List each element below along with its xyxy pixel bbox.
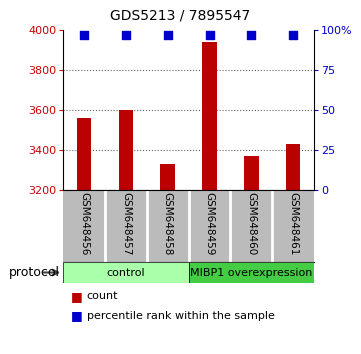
- Text: GSM648457: GSM648457: [121, 192, 131, 256]
- Point: [81, 32, 87, 38]
- Bar: [63, 262, 188, 283]
- Bar: [188, 262, 314, 283]
- Point: [123, 32, 129, 38]
- Text: GSM648461: GSM648461: [288, 192, 298, 256]
- Text: GSM648456: GSM648456: [79, 192, 89, 256]
- Text: control: control: [106, 268, 145, 278]
- Text: ■: ■: [70, 290, 82, 303]
- Text: GSM648459: GSM648459: [205, 192, 214, 256]
- Bar: [244, 156, 259, 190]
- Text: GSM648458: GSM648458: [163, 192, 173, 256]
- Point: [248, 32, 254, 38]
- Text: protocol: protocol: [9, 266, 60, 279]
- Bar: [118, 110, 133, 190]
- Text: count: count: [87, 291, 118, 301]
- Text: MIBP1 overexpression: MIBP1 overexpression: [190, 268, 313, 278]
- Bar: [160, 164, 175, 190]
- Point: [165, 32, 171, 38]
- Point: [206, 32, 212, 38]
- Bar: [77, 118, 91, 190]
- Text: GSM648460: GSM648460: [246, 192, 256, 255]
- Text: percentile rank within the sample: percentile rank within the sample: [87, 311, 274, 321]
- Bar: [286, 144, 300, 190]
- Text: ■: ■: [70, 309, 82, 322]
- Text: GDS5213 / 7895547: GDS5213 / 7895547: [110, 9, 251, 23]
- Bar: [202, 42, 217, 190]
- Point: [290, 32, 296, 38]
